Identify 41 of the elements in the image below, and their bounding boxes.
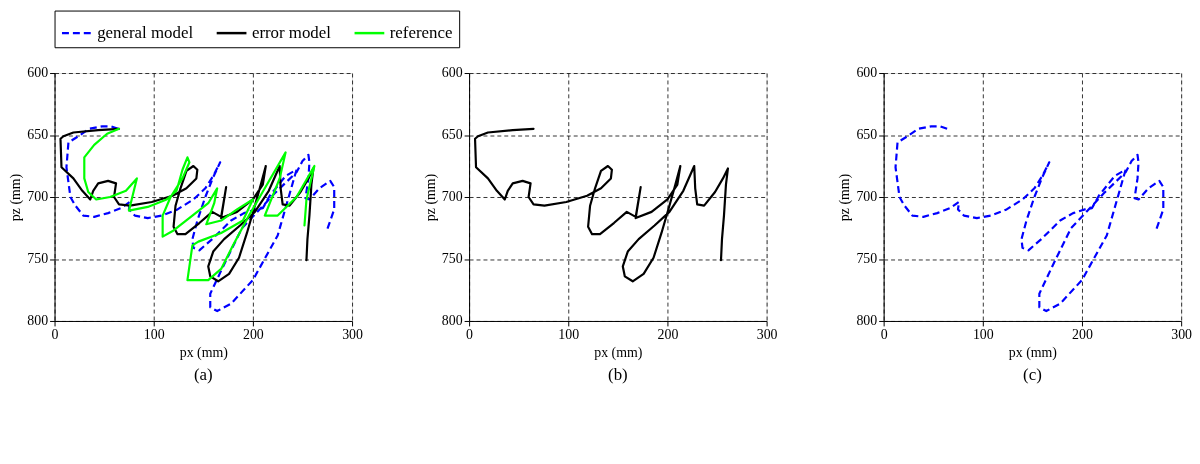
legend-label: general model: [97, 23, 194, 43]
x-tick-label: 100: [558, 327, 580, 343]
legend-label: reference: [389, 23, 453, 43]
y-tick-label: 700: [27, 189, 49, 205]
text: (a): [193, 365, 213, 385]
y-tick-label: 750: [856, 251, 878, 267]
y-tick-label: 750: [441, 251, 463, 267]
x-tick-label: 300: [756, 327, 778, 343]
y-tick-label: 800: [856, 313, 878, 329]
x-tick-label: 0: [466, 327, 474, 343]
x-axis-title: px (mm): [1008, 345, 1058, 362]
y-tick-label: 700: [856, 189, 878, 205]
x-tick-label: 200: [657, 327, 679, 343]
x-tick-label: 0: [880, 327, 888, 343]
y-tick-label: 800: [27, 313, 49, 329]
x-tick-label: 100: [143, 327, 165, 343]
y-tick-label: 800: [441, 313, 463, 329]
x-axis-title: px (mm): [594, 345, 643, 362]
x-tick-label: 100: [972, 327, 994, 343]
x-tick-label: 200: [242, 327, 264, 343]
y-tick-label: 650: [27, 127, 49, 143]
x-axis-title: px (mm): [179, 345, 229, 362]
y-tick-label: 600: [856, 65, 878, 81]
line-series: [65, 125, 336, 313]
y-tick-label: 600: [27, 65, 49, 81]
text: (b): [608, 365, 628, 385]
y-tick-label: 700: [441, 189, 463, 205]
x-tick-label: 300: [1171, 327, 1193, 343]
y-axis-title: pz (mm): [837, 173, 854, 222]
text: (c): [1023, 365, 1042, 385]
y-axis-title: pz (mm): [8, 173, 25, 222]
y-tick-label: 650: [441, 127, 463, 143]
y-tick-label: 750: [27, 251, 49, 267]
y-tick-label: 600: [441, 65, 463, 81]
x-tick-label: 300: [342, 327, 364, 343]
x-tick-label: 0: [51, 327, 59, 343]
y-tick-label: 650: [856, 127, 878, 143]
y-axis-title: pz (mm): [422, 173, 439, 222]
x-tick-label: 200: [1072, 327, 1093, 343]
legend-label: error model: [251, 23, 332, 43]
line-series: [894, 125, 1165, 313]
